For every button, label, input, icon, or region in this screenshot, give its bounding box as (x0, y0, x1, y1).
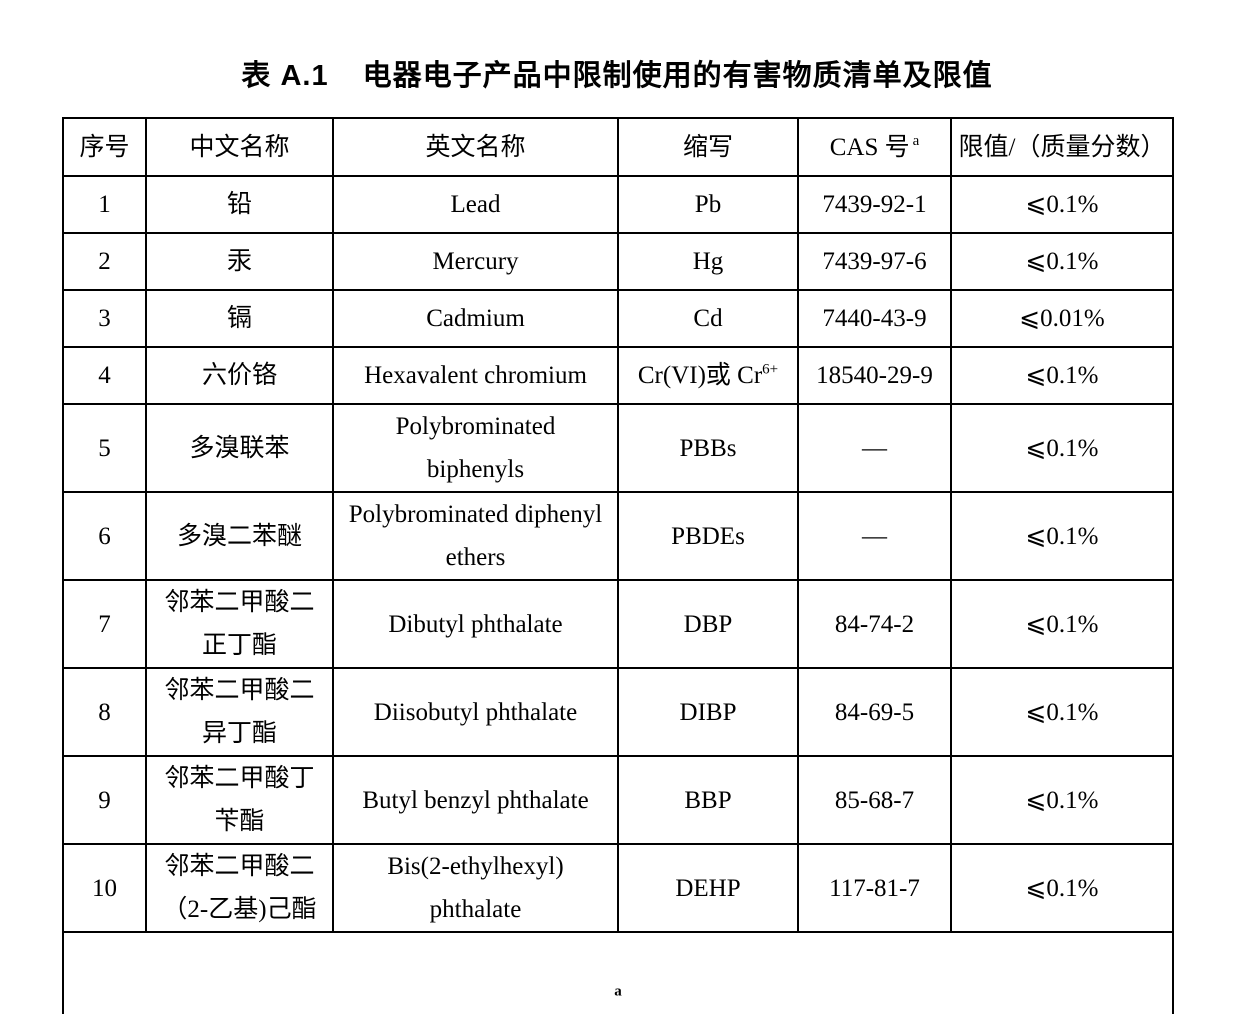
cell-cas-number: 18540-29-9 (797, 346, 952, 405)
table-footnote: a CAS 号：美国化学文摘服务社（Chemical Abstracts Ser… (62, 931, 1174, 1014)
table-caption: 表 A.1 电器电子产品中限制使用的有害物质清单及限值 (62, 52, 1172, 94)
col-header-chinese-name: 中文名称 (145, 117, 334, 177)
cell-abbreviation: PBDEs (617, 491, 799, 581)
cell-abbreviation: DEHP (617, 843, 799, 933)
cell-limit: ⩽0.1% (950, 579, 1174, 669)
chromium-charge-superscript: 6+ (762, 361, 779, 378)
cell-limit: ⩽0.1% (950, 667, 1174, 757)
cas-footnote-marker: a (912, 133, 920, 150)
table-row: 3 镉 Cadmium Cd 7440-43-9 ⩽0.01% (62, 289, 1174, 348)
caption-text: 电器电子产品中限制使用的有害物质清单及限值 (362, 60, 993, 92)
cell-limit: ⩽0.01% (950, 289, 1174, 348)
caption-label: 表 A.1 (241, 60, 329, 92)
cell-limit: ⩽0.1% (950, 175, 1174, 234)
footnote-marker: a (614, 983, 622, 1000)
cell-cas-number: 7439-92-1 (797, 175, 952, 234)
cell-english-name: Polybrominated biphenyls (332, 403, 619, 493)
table-row: 6 多溴二苯醚 Polybrominated diphenyl ethers P… (62, 491, 1174, 581)
cell-index: 9 (62, 755, 147, 845)
cell-cas-number: 7440-43-9 (797, 289, 952, 348)
cell-limit: ⩽0.1% (950, 232, 1174, 291)
table-row: 7 邻苯二甲酸二 正丁酯 Dibutyl phthalate DBP 84-74… (62, 579, 1174, 669)
cell-cas-number: 84-74-2 (797, 579, 952, 669)
cell-chinese-name: 多溴联苯 (145, 403, 334, 493)
cell-abbreviation: Cr(VI)或 Cr6+ (617, 346, 799, 405)
table-row: 8 邻苯二甲酸二 异丁酯 Diisobutyl phthalate DIBP 8… (62, 667, 1174, 757)
cell-index: 10 (62, 843, 147, 933)
cell-index: 5 (62, 403, 147, 493)
footnote-row: a CAS 号：美国化学文摘服务社（Chemical Abstracts Ser… (62, 931, 1174, 1014)
table-row: 10 邻苯二甲酸二 （2-乙基)己酯 Bis(2-ethylhexyl) pht… (62, 843, 1174, 933)
cell-abbreviation: Pb (617, 175, 799, 234)
cell-chinese-name: 邻苯二甲酸二 异丁酯 (145, 667, 334, 757)
cell-index: 8 (62, 667, 147, 757)
cell-cas-number: 117-81-7 (797, 843, 952, 933)
cell-abbreviation: DBP (617, 579, 799, 669)
cell-chinese-name: 邻苯二甲酸二 （2-乙基)己酯 (145, 843, 334, 933)
cell-english-name: Lead (332, 175, 619, 234)
table-row: 9 邻苯二甲酸丁 苄酯 Butyl benzyl phthalate BBP 8… (62, 755, 1174, 845)
col-header-english-name: 英文名称 (332, 117, 619, 177)
cell-english-name: Bis(2-ethylhexyl) phthalate (332, 843, 619, 933)
cell-cas-number: 84-69-5 (797, 667, 952, 757)
cell-abbreviation: Hg (617, 232, 799, 291)
cell-english-name: Polybrominated diphenyl ethers (332, 491, 619, 581)
cell-limit: ⩽0.1% (950, 346, 1174, 405)
cell-limit: ⩽0.1% (950, 403, 1174, 493)
cell-abbreviation: PBBs (617, 403, 799, 493)
col-header-abbreviation: 缩写 (617, 117, 799, 177)
cell-index: 7 (62, 579, 147, 669)
cell-index: 3 (62, 289, 147, 348)
col-header-index: 序号 (62, 117, 147, 177)
table-row: 1 铅 Lead Pb 7439-92-1 ⩽0.1% (62, 175, 1174, 234)
cell-english-name: Mercury (332, 232, 619, 291)
cell-chinese-name: 六价铬 (145, 346, 334, 405)
cell-english-name: Hexavalent chromium (332, 346, 619, 405)
cell-limit: ⩽0.1% (950, 755, 1174, 845)
cell-english-name: Dibutyl phthalate (332, 579, 619, 669)
table-row: 4 六价铬 Hexavalent chromium Cr(VI)或 Cr6+ 1… (62, 346, 1174, 405)
cell-cas-number: — (797, 491, 952, 581)
cell-english-name: Cadmium (332, 289, 619, 348)
cell-chinese-name: 汞 (145, 232, 334, 291)
col-header-limit: 限值/（质量分数） (950, 117, 1174, 177)
cell-limit: ⩽0.1% (950, 843, 1174, 933)
table-row: 2 汞 Mercury Hg 7439-97-6 ⩽0.1% (62, 232, 1174, 291)
table-row: 5 多溴联苯 Polybrominated biphenyls PBBs — ⩽… (62, 403, 1174, 493)
cell-chinese-name: 多溴二苯醚 (145, 491, 334, 581)
cell-chinese-name: 邻苯二甲酸二 正丁酯 (145, 579, 334, 669)
cell-index: 1 (62, 175, 147, 234)
cell-limit: ⩽0.1% (950, 491, 1174, 581)
cell-cas-number: 7439-97-6 (797, 232, 952, 291)
cell-english-name: Diisobutyl phthalate (332, 667, 619, 757)
cell-abbreviation: BBP (617, 755, 799, 845)
cell-index: 4 (62, 346, 147, 405)
cell-abbreviation: DIBP (617, 667, 799, 757)
cell-chinese-name: 邻苯二甲酸丁 苄酯 (145, 755, 334, 845)
cell-index: 2 (62, 232, 147, 291)
cell-cas-number: 85-68-7 (797, 755, 952, 845)
cell-cas-number: — (797, 403, 952, 493)
cell-index: 6 (62, 491, 147, 581)
cell-abbreviation: Cd (617, 289, 799, 348)
cell-english-name: Butyl benzyl phthalate (332, 755, 619, 845)
cell-chinese-name: 铅 (145, 175, 334, 234)
cell-chinese-name: 镉 (145, 289, 334, 348)
